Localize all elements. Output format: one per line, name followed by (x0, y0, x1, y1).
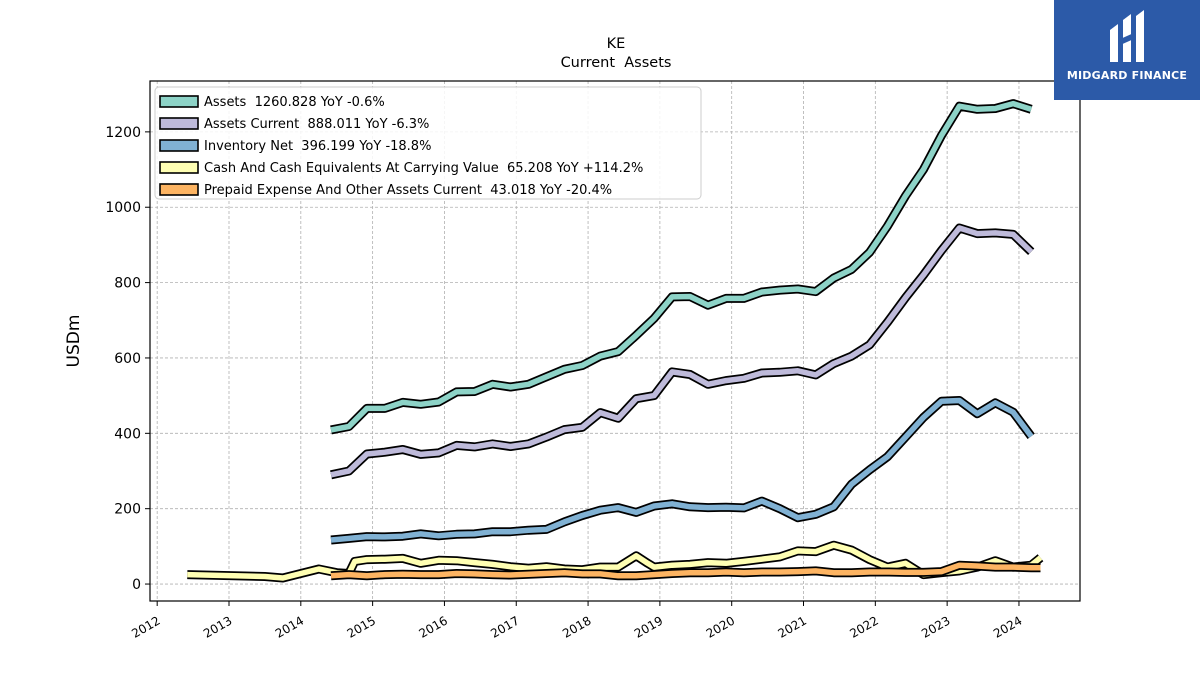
legend-label-1: Assets Current 888.011 YoY -6.3% (204, 117, 429, 132)
series-line-4 (330, 562, 1041, 579)
y-tick-label: 600 (114, 351, 141, 367)
legend-swatch-0 (159, 95, 199, 108)
legend-label-2: Inventory Net 396.199 YoY -18.8% (204, 139, 431, 154)
series-outline-2 (330, 396, 1035, 545)
x-tick-label: 2021 (776, 613, 809, 640)
chart-title: KE (607, 36, 626, 52)
series-group (187, 99, 1044, 583)
x-tick-label: 2018 (560, 613, 593, 640)
legend-swatch-2 (159, 139, 199, 152)
series-line-2 (330, 397, 1034, 543)
y-tick-label: 400 (114, 426, 141, 442)
y-tick-label: 1200 (105, 125, 141, 141)
x-tick-label: 2012 (129, 613, 162, 640)
y-tick-label: 200 (114, 502, 141, 518)
legend: Assets 1260.828 YoY -0.6% Assets Current … (154, 86, 702, 200)
series-line-0 (330, 100, 1033, 433)
plot-frame (149, 80, 1081, 602)
x-tick-label: 2020 (704, 613, 737, 640)
y-tick-label: 0 (132, 577, 141, 593)
series-outline-1 (330, 223, 1035, 480)
y-tick-label: 1000 (105, 200, 141, 216)
series-line-1 (330, 225, 1034, 478)
x-tick-label: 2013 (201, 613, 234, 640)
x-tick-label: 2015 (345, 613, 378, 640)
legend-swatch-1 (159, 117, 199, 130)
x-tick-label: 2019 (632, 613, 665, 640)
y-tick-label: 800 (114, 276, 141, 292)
x-tick-label: 2017 (488, 613, 521, 640)
legend-label-4: Prepaid Expense And Other Assets Current… (204, 183, 612, 198)
x-tick-label: 2014 (273, 613, 306, 640)
y-axis-label: USDm (64, 315, 84, 368)
x-tick-label: 2023 (919, 613, 952, 640)
legend-swatch-3 (159, 161, 199, 174)
series-line-3 (187, 542, 1043, 581)
x-tick-label: 2024 (991, 613, 1024, 640)
x-tick-label: 2022 (847, 613, 880, 640)
midgard-logo-icon (1110, 10, 1144, 62)
legend-label-3: Cash And Cash Equivalents At Carrying Va… (204, 161, 643, 176)
chart-subtitle: Current Assets (561, 55, 672, 71)
legend-box (154, 86, 702, 200)
legend-label-0: Assets 1260.828 YoY -0.6% (204, 95, 385, 110)
midgard-finance-logo: MIDGARD FINANCE (1054, 0, 1200, 100)
x-tick-label: 2016 (416, 613, 449, 640)
legend-swatch-4 (159, 183, 199, 196)
logo-text: MIDGARD FINANCE (1066, 69, 1188, 82)
